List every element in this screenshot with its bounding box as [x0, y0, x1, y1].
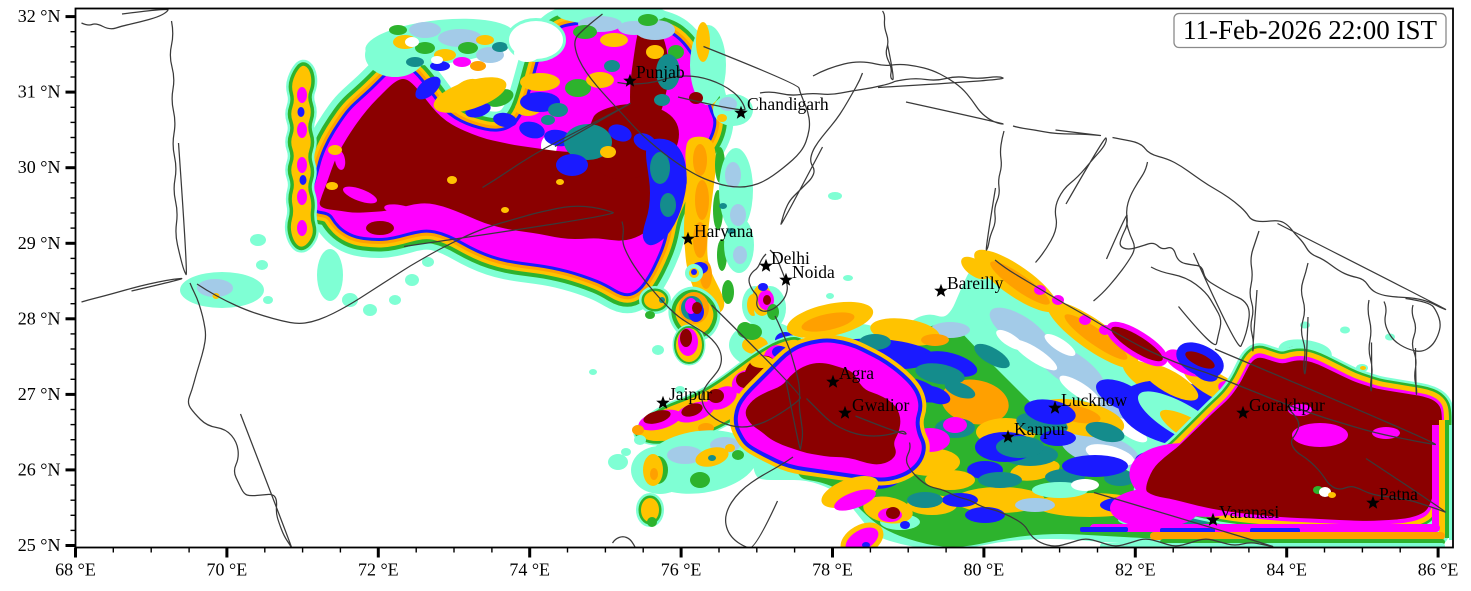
svg-text:Kanpur: Kanpur [1014, 419, 1067, 439]
svg-text:11-Feb-2026 22:00 IST: 11-Feb-2026 22:00 IST [1183, 15, 1437, 45]
svg-text:Patna: Patna [1379, 484, 1418, 504]
svg-text:27 °N: 27 °N [18, 384, 61, 404]
svg-text:29 °N: 29 °N [18, 233, 61, 253]
svg-text:Noida: Noida [792, 262, 835, 282]
svg-text:86 °E: 86 °E [1418, 560, 1459, 580]
svg-text:28 °N: 28 °N [18, 308, 61, 328]
svg-text:Delhi: Delhi [771, 248, 810, 268]
svg-text:Agra: Agra [839, 363, 874, 383]
svg-text:82 °E: 82 °E [1115, 560, 1156, 580]
svg-text:Punjab: Punjab [636, 62, 685, 82]
svg-text:25 °N: 25 °N [18, 535, 61, 555]
svg-text:Lucknow: Lucknow [1061, 390, 1127, 410]
svg-text:32 °N: 32 °N [18, 6, 61, 26]
svg-text:Gorakhpur: Gorakhpur [1249, 395, 1325, 415]
svg-text:68 °E: 68 °E [55, 560, 96, 580]
svg-text:78 °E: 78 °E [812, 560, 853, 580]
svg-text:80 °E: 80 °E [964, 560, 1005, 580]
svg-text:Chandigarh: Chandigarh [747, 94, 829, 114]
svg-text:Gwalior: Gwalior [852, 395, 910, 415]
svg-text:Bareilly: Bareilly [947, 273, 1004, 293]
svg-text:70 °E: 70 °E [207, 560, 248, 580]
svg-text:74 °E: 74 °E [509, 560, 550, 580]
svg-text:31 °N: 31 °N [18, 82, 61, 102]
svg-text:30 °N: 30 °N [18, 157, 61, 177]
svg-text:72 °E: 72 °E [358, 560, 399, 580]
svg-text:Jaipur: Jaipur [669, 384, 712, 404]
svg-text:26 °N: 26 °N [18, 459, 61, 479]
svg-text:76 °E: 76 °E [661, 560, 702, 580]
svg-text:84 °E: 84 °E [1266, 560, 1307, 580]
svg-text:Varanasi: Varanasi [1219, 502, 1279, 522]
svg-text:Haryana: Haryana [694, 221, 754, 241]
